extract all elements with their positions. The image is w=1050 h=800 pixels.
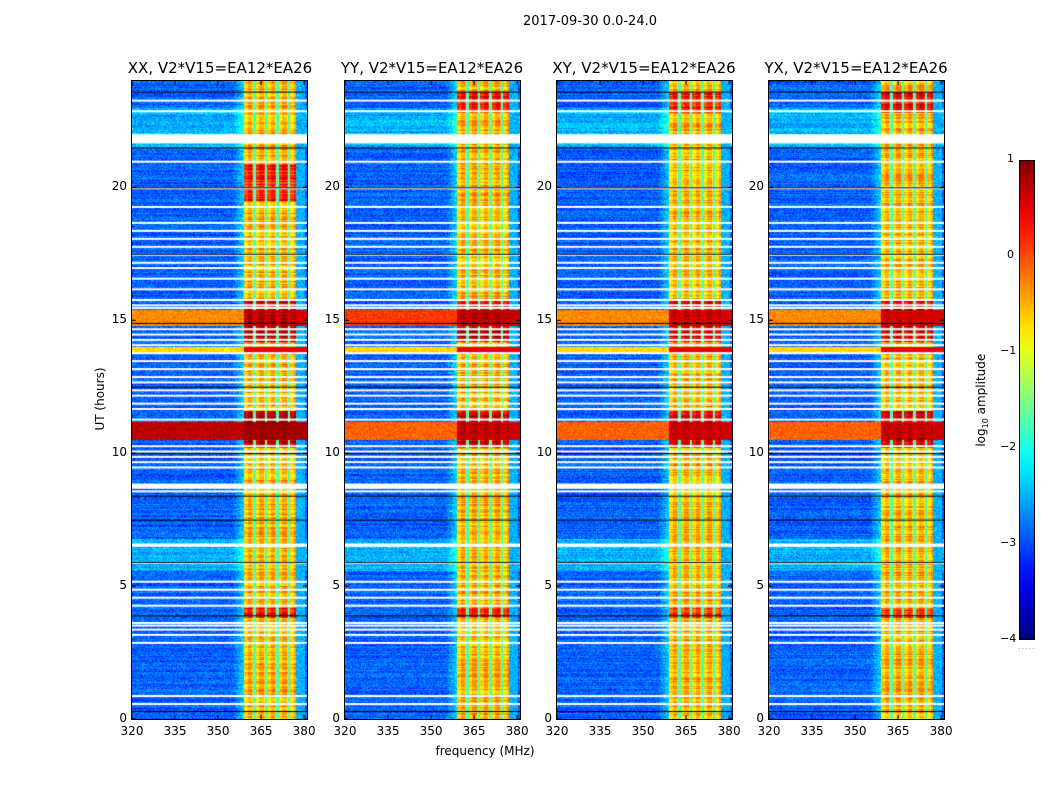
panel-title-xy: XY, V2*V15=EA12*EA26 xyxy=(552,59,736,77)
y-tick-label: 20 xyxy=(748,179,764,194)
colorbar-tick-label: −2 xyxy=(1000,440,1017,453)
x-tick-label: 335 xyxy=(163,724,187,738)
panel-title-yx: YX, V2*V15=EA12*EA26 xyxy=(764,59,948,77)
x-axis-label: frequency (MHz) xyxy=(435,744,535,758)
x-tick-label: 365 xyxy=(249,724,273,738)
x-tick-label: 320 xyxy=(333,724,357,738)
x-tick-label: 335 xyxy=(376,724,400,738)
colorbar-extension-dots: ..... xyxy=(1018,642,1036,651)
colorbar-label: log10 amplitude xyxy=(973,353,991,447)
y-tick-label: 20 xyxy=(111,179,127,194)
y-tick-label: 15 xyxy=(324,312,340,327)
x-tick-label: 350 xyxy=(631,724,655,738)
y-tick-label: 0 xyxy=(544,711,552,725)
colorbar-tick-label: −1 xyxy=(1000,344,1017,357)
heatmap-panel-xx xyxy=(131,80,308,720)
axis-ticks xyxy=(345,81,520,719)
colorbar-tick-label: 1 xyxy=(1007,152,1014,165)
y-tick-label: 20 xyxy=(324,179,340,194)
y-tick-label: 5 xyxy=(756,578,764,593)
x-tick-label: 350 xyxy=(419,724,443,738)
panel-title-xx: XX, V2*V15=EA12*EA26 xyxy=(127,59,313,77)
x-tick-label: 380 xyxy=(929,724,953,738)
figure-suptitle: 2017-09-30 0.0-24.0 xyxy=(523,14,657,29)
x-tick-label: 320 xyxy=(757,724,781,738)
x-tick-label: 365 xyxy=(462,724,486,738)
y-tick-label: 0 xyxy=(756,711,764,725)
x-tick-label: 335 xyxy=(588,724,612,738)
axis-ticks xyxy=(769,81,944,719)
y-tick-label: 10 xyxy=(748,445,764,460)
colorbar-tick-label: −4 xyxy=(1000,632,1017,645)
heatmap-image xyxy=(345,81,520,719)
colorbar-tick-label: −3 xyxy=(1000,536,1017,549)
y-tick-label: 5 xyxy=(544,578,552,593)
x-tick-label: 380 xyxy=(292,724,316,738)
y-tick-label: 20 xyxy=(536,179,552,194)
x-tick-label: 320 xyxy=(120,724,144,738)
x-tick-label: 350 xyxy=(206,724,230,738)
y-tick-label: 5 xyxy=(332,578,340,593)
y-tick-label: 15 xyxy=(111,312,127,327)
y-tick-label: 0 xyxy=(119,711,127,725)
x-tick-label: 365 xyxy=(886,724,910,738)
x-tick-label: 380 xyxy=(717,724,741,738)
y-tick-label: 10 xyxy=(536,445,552,460)
heatmap-panel-xy xyxy=(556,80,733,720)
x-tick-label: 365 xyxy=(674,724,698,738)
panel-title-yy: YY, V2*V15=EA12*EA26 xyxy=(340,59,524,77)
colorbar-tick-label: 0 xyxy=(1007,248,1014,261)
y-axis-label: UT (hours) xyxy=(93,367,107,431)
x-tick-label: 335 xyxy=(800,724,824,738)
x-tick-label: 350 xyxy=(843,724,867,738)
colorbar xyxy=(1019,160,1035,640)
y-tick-label: 5 xyxy=(119,578,127,593)
heatmap-image xyxy=(769,81,944,719)
heatmap-panel-yy xyxy=(344,80,521,720)
y-tick-label: 15 xyxy=(748,312,764,327)
heatmap-image xyxy=(132,81,307,719)
heatmap-panel-yx xyxy=(768,80,945,720)
x-tick-label: 320 xyxy=(545,724,569,738)
y-tick-label: 10 xyxy=(111,445,127,460)
axis-ticks xyxy=(132,81,307,719)
heatmap-image xyxy=(557,81,732,719)
y-tick-label: 15 xyxy=(536,312,552,327)
y-tick-label: 0 xyxy=(332,711,340,725)
x-tick-label: 380 xyxy=(505,724,529,738)
y-tick-label: 10 xyxy=(324,445,340,460)
axis-ticks xyxy=(557,81,732,719)
